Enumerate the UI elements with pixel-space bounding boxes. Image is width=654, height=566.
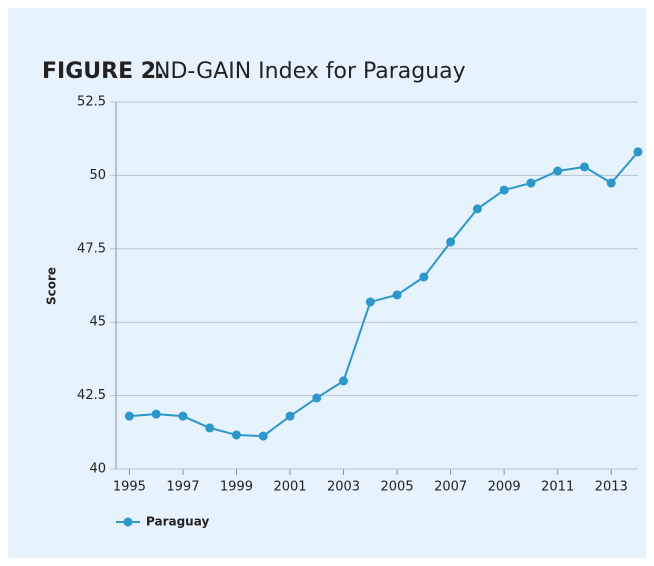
chart-title: ND-GAIN Index for Paraguay (154, 59, 466, 84)
point (606, 178, 616, 188)
y-tick-label: 50 (89, 168, 106, 183)
x-tick-label: 1997 (166, 480, 199, 495)
point (124, 411, 134, 421)
point (231, 430, 241, 440)
point (526, 178, 536, 188)
point (633, 147, 643, 157)
point (579, 162, 589, 172)
series-line (129, 151, 639, 438)
y-axis-label: Score (45, 267, 59, 305)
legend-marker (123, 517, 133, 527)
x-tick-label: 2007 (434, 480, 467, 495)
x-tick-label: 2013 (595, 480, 628, 495)
x-tick-label: 1999 (220, 480, 253, 495)
y-tick-label: 40 (89, 462, 106, 477)
title-label: FIGURE 2. (42, 59, 164, 84)
x-tick-label: 2001 (273, 480, 306, 495)
point (339, 376, 349, 386)
panel (8, 8, 646, 558)
point (499, 185, 509, 195)
point (285, 411, 295, 421)
point (392, 290, 402, 300)
point (446, 237, 456, 247)
y-tick-label: 47.5 (77, 241, 106, 256)
y-tick-label: 42.5 (77, 388, 106, 403)
point (472, 204, 482, 214)
point (419, 272, 429, 282)
legend-label: Paraguay (146, 515, 209, 529)
point (178, 411, 188, 421)
point (151, 409, 161, 419)
x-tick-label: 2009 (488, 480, 521, 495)
point (553, 166, 563, 176)
point (365, 297, 375, 307)
point (258, 431, 268, 441)
y-tick-label: 45 (89, 315, 106, 330)
point (205, 423, 215, 433)
x-tick-label: 1995 (113, 480, 146, 495)
point (312, 393, 322, 403)
x-tick-label: 2011 (541, 480, 574, 495)
x-tick-label: 2003 (327, 480, 360, 495)
x-tick-label: 2005 (381, 480, 414, 495)
y-tick-label: 52.5 (77, 95, 106, 110)
